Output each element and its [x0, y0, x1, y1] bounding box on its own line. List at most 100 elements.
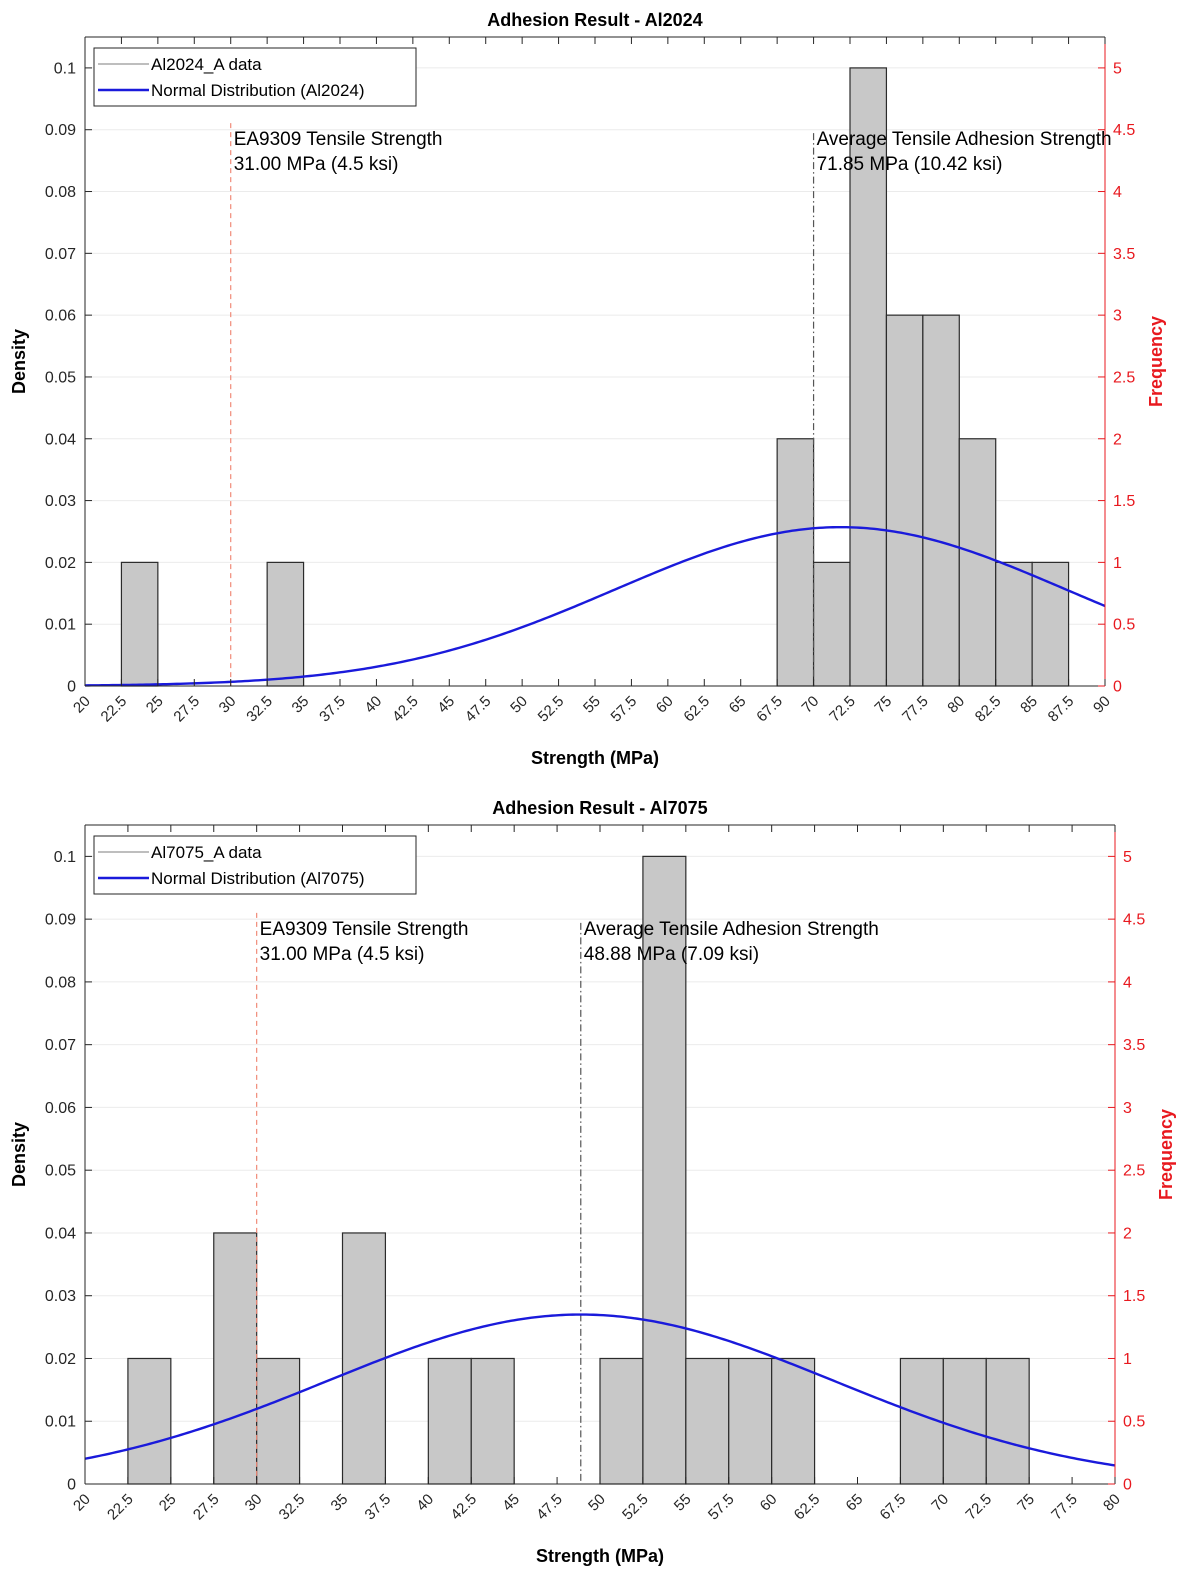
- y-tick-label: 0.06: [45, 308, 76, 325]
- x-tick-label: 37.5: [316, 693, 349, 726]
- y-tick-label: 0.03: [45, 493, 76, 510]
- y-tick-label: 0.09: [45, 122, 76, 139]
- x-tick-label: 42.5: [389, 693, 422, 726]
- y-tick-label: 0.1: [54, 849, 76, 866]
- refs-layer: [230, 123, 815, 686]
- x-tick-label: 22.5: [104, 1491, 137, 1524]
- x-tick-label: 75: [1014, 1491, 1038, 1515]
- y-tick-label: 0.01: [45, 617, 76, 634]
- bars-layer: [127, 855, 1030, 1485]
- y2-tick-label: 5: [1123, 849, 1132, 866]
- x-tick-label: 60: [653, 693, 677, 717]
- y2-tick-label: 0.5: [1123, 1414, 1145, 1431]
- x-tick-label: 52.5: [619, 1491, 652, 1524]
- y2-tick-label: 2.5: [1123, 1163, 1145, 1180]
- chart-title: Adhesion Result - Al7075: [492, 798, 707, 818]
- ea9309-annotation-title: EA9309 Tensile Strength: [234, 129, 443, 150]
- y2-tick-label: 3: [1113, 308, 1122, 325]
- y-tick-label: 0.02: [45, 1351, 76, 1368]
- histogram-bar: [771, 1357, 816, 1485]
- histogram-bar: [958, 438, 997, 687]
- x-tick-label: 77.5: [899, 693, 932, 726]
- y-tick-label: 0.04: [45, 1225, 76, 1242]
- y2-tick-label: 4.5: [1123, 912, 1145, 929]
- x-tick-label: 62.5: [680, 693, 713, 726]
- x-tick-label: 67.5: [877, 1491, 910, 1524]
- x-tick-label: 30: [242, 1491, 266, 1515]
- x-tick-label: 60: [757, 1491, 781, 1515]
- legend-entry-curve-label: Normal Distribution (Al7075): [151, 869, 365, 888]
- curve-layer: [84, 1313, 1116, 1467]
- x-tick-label: 57.5: [608, 693, 641, 726]
- average-annotation-value: 48.88 MPa (7.09 ksi): [584, 944, 759, 965]
- y2-tick-label: 2.5: [1113, 369, 1135, 386]
- y-axis-label: Density: [9, 329, 29, 394]
- x-tick-label: 25: [143, 693, 167, 717]
- y-tick-label: 0.03: [45, 1288, 76, 1305]
- x-tick-label: 35: [328, 1491, 352, 1515]
- x-tick-label: 27.5: [170, 693, 203, 726]
- histogram-bar: [213, 1232, 258, 1485]
- x-axis-label: Strength (MPa): [531, 748, 659, 768]
- y-tick-label: 0.07: [45, 246, 76, 263]
- chart-title: Adhesion Result - Al2024: [487, 10, 702, 30]
- histogram-bar: [776, 438, 815, 687]
- x-tick-label: 87.5: [1045, 693, 1078, 726]
- ea9309-annotation-value: 31.00 MPa (4.5 ksi): [260, 944, 425, 965]
- histogram-bar: [599, 1357, 644, 1485]
- histogram-bar: [1031, 561, 1070, 687]
- ea9309-annotation-title: EA9309 Tensile Strength: [260, 919, 469, 940]
- x-tick-label: 47.5: [533, 1491, 566, 1524]
- x-tick-label: 27.5: [190, 1491, 223, 1524]
- histogram-bar: [885, 314, 924, 687]
- x-tick-label: 40: [413, 1491, 437, 1515]
- x-tick-label: 42.5: [447, 1491, 480, 1524]
- x-tick-label: 77.5: [1048, 1491, 1081, 1524]
- histogram-bar: [470, 1357, 515, 1485]
- x-tick-label: 65: [726, 693, 750, 717]
- curve-layer: [84, 525, 1106, 687]
- histogram-bar: [427, 1357, 472, 1485]
- histogram-bar: [995, 561, 1033, 687]
- y2-tick-label: 3.5: [1123, 1037, 1145, 1054]
- y-tick-label: 0.05: [45, 369, 76, 386]
- chart-al2024: 20 22.5 25 27.5 30 32.5 35 37.5 40 42.5 45 47.5 50 52…: [9, 10, 1166, 768]
- y-tick-label: 0.02: [45, 555, 76, 572]
- x-tick-label: 72.5: [826, 693, 859, 726]
- histogram-bar: [985, 1357, 1030, 1485]
- normal-distribution-curve: [84, 525, 1106, 687]
- refs-layer: [256, 912, 582, 1484]
- x-tick-label: 47.5: [462, 693, 495, 726]
- x-tick-label: 52.5: [535, 693, 568, 726]
- x-tick-label: 37.5: [362, 1491, 395, 1524]
- histogram-bar: [120, 561, 159, 687]
- y-tick-label: 0.07: [45, 1037, 76, 1054]
- bars-layer: [120, 67, 1070, 687]
- y-tick-label: 0.06: [45, 1100, 76, 1117]
- y2-tick-label: 1: [1123, 1351, 1132, 1368]
- y2-tick-label: 2: [1123, 1225, 1132, 1242]
- y2-tick-label: 5: [1113, 60, 1122, 77]
- legend-entry-histogram-label: Al7075_A data: [151, 843, 262, 862]
- legend-box: [93, 835, 417, 895]
- x-tick-label: 72.5: [962, 1491, 995, 1524]
- x-tick-label: 45: [434, 693, 458, 717]
- y2-tick-label: 1.5: [1123, 1288, 1145, 1305]
- legend-box: [93, 47, 417, 107]
- x-tick-label: 32.5: [243, 693, 276, 726]
- y2-tick-label: 1: [1113, 555, 1122, 572]
- y2-tick-label: 2: [1113, 431, 1122, 448]
- y-tick-label: 0: [67, 1477, 76, 1494]
- y2-tick-label: 0: [1113, 679, 1122, 696]
- x-tick-label: 70: [928, 1491, 952, 1515]
- x-tick-label: 25: [156, 1491, 180, 1515]
- histogram-bar: [685, 1357, 730, 1485]
- normal-distribution-curve: [84, 1313, 1116, 1467]
- x-tick-label: 20: [70, 693, 94, 717]
- x-tick-label: 82.5: [972, 693, 1005, 726]
- x-tick-label: 45: [499, 1491, 523, 1515]
- y2-tick-label: 4: [1113, 184, 1122, 201]
- y2-tick-label: 1.5: [1113, 493, 1135, 510]
- average-annotation-title: Average Tensile Adhesion Strength: [817, 129, 1112, 150]
